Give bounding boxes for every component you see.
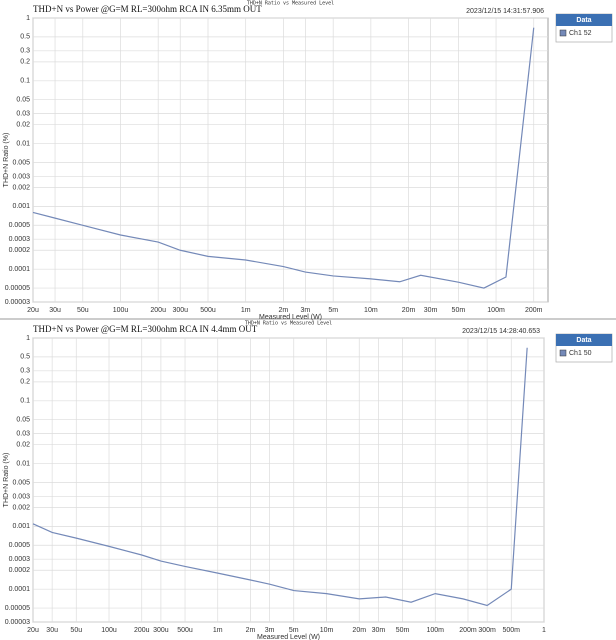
y-tick-label: 0.0003	[9, 236, 31, 243]
y-axis-label: THD+N Ratio (%)	[3, 133, 10, 188]
y-tick-label: 0.3	[20, 368, 30, 375]
legend-swatch	[559, 29, 567, 37]
y-tick-label: 0.5	[20, 34, 30, 41]
x-tick-label: 500m	[503, 627, 521, 634]
x-tick-label: 100m	[426, 627, 444, 634]
x-tick-label: 10m	[320, 627, 334, 634]
x-tick-label: 300u	[172, 307, 188, 314]
x-tick-label: 300m	[478, 627, 496, 634]
x-tick-label: 1m	[213, 627, 223, 634]
x-tick-label: 5m	[289, 627, 299, 634]
x-tick-label: 20m	[402, 307, 416, 314]
chart-subtitle: THD+N Ratio vs Measured Level	[245, 321, 332, 327]
x-tick-label: 50m	[452, 307, 466, 314]
y-tick-label: 0.3	[20, 48, 30, 55]
y-tick-label: 0.1	[20, 78, 30, 85]
x-tick-label: 20u	[27, 627, 39, 634]
x-tick-label: 1m	[241, 307, 251, 314]
y-tick-label: 0.00003	[5, 619, 30, 626]
y-tick-label: 0.005	[12, 159, 30, 166]
y-tick-label: 0.0001	[9, 266, 31, 273]
y-tick-label: 0.0001	[9, 586, 31, 593]
legend-header	[556, 14, 612, 26]
x-tick-label: 5m	[328, 307, 338, 314]
legend-swatch	[559, 349, 567, 357]
x-tick-label: 100u	[113, 307, 129, 314]
y-tick-label: 0.2	[20, 379, 30, 386]
x-tick-label: 500u	[200, 307, 216, 314]
y-tick-label: 1	[26, 15, 30, 22]
y-tick-label: 0.1	[20, 398, 30, 405]
x-tick-label: 20u	[27, 307, 39, 314]
y-tick-label: 0.001	[12, 523, 30, 530]
x-tick-label: 3m	[265, 627, 275, 634]
x-tick-label: 30u	[49, 307, 61, 314]
y-tick-label: 0.01	[16, 460, 30, 467]
legend-header	[556, 334, 612, 346]
y-tick-label: 0.005	[12, 479, 30, 486]
timestamp: 2023/12/15 14:31:57.906	[466, 8, 544, 15]
data-line	[32, 347, 528, 607]
y-tick-label: 0.00003	[5, 299, 30, 306]
y-tick-label: 0.01	[16, 140, 30, 147]
x-tick-label: 20m	[352, 627, 366, 634]
data-line	[32, 27, 535, 289]
x-axis-label: Measured Level (W)	[259, 314, 322, 321]
x-tick-label: 500u	[177, 627, 193, 634]
x-tick-label: 200u	[134, 627, 150, 634]
x-tick-label: 1	[542, 627, 546, 634]
x-tick-label: 200m	[525, 307, 543, 314]
chart-title: THD+N vs Power @G=M RL=300ohm RCA IN 4.4…	[33, 324, 258, 334]
y-axis-label: THD+N Ratio (%)	[3, 453, 10, 508]
x-tick-label: 30u	[46, 627, 58, 634]
y-tick-label: 0.0002	[9, 247, 31, 254]
y-tick-label: 0.0005	[9, 222, 31, 229]
y-tick-label: 0.2	[20, 59, 30, 66]
x-tick-label: 50u	[77, 307, 89, 314]
y-tick-label: 0.002	[12, 184, 30, 191]
x-tick-label: 10m	[364, 307, 378, 314]
y-tick-label: 0.05	[16, 97, 30, 104]
x-tick-label: 30m	[372, 627, 386, 634]
x-tick-label: 200m	[459, 627, 477, 634]
legend-label: Ch1 50	[569, 350, 592, 357]
y-tick-label: 0.0003	[9, 556, 31, 563]
plot-area	[32, 337, 545, 623]
plot-area	[32, 17, 549, 303]
y-tick-label: 0.00005	[5, 605, 30, 612]
x-tick-label: 30m	[424, 307, 438, 314]
y-tick-label: 0.0002	[9, 567, 31, 574]
x-tick-label: 50u	[70, 627, 82, 634]
y-tick-label: 1	[26, 335, 30, 342]
y-tick-label: 0.00005	[5, 285, 30, 292]
y-tick-label: 0.002	[12, 504, 30, 511]
y-tick-label: 0.001	[12, 203, 30, 210]
legend-title: Data	[576, 17, 591, 24]
y-tick-label: 0.05	[16, 417, 30, 424]
x-axis-label: Measured Level (W)	[257, 634, 320, 640]
legend-title: Data	[576, 337, 591, 344]
x-tick-label: 300u	[153, 627, 169, 634]
y-tick-label: 0.03	[16, 430, 30, 437]
x-tick-label: 2m	[279, 307, 289, 314]
y-tick-label: 0.03	[16, 110, 30, 117]
legend-label: Ch1 52	[569, 30, 592, 37]
x-tick-label: 2m	[246, 627, 256, 634]
x-tick-label: 100u	[101, 627, 117, 634]
y-tick-label: 0.02	[16, 442, 30, 449]
y-tick-label: 0.003	[12, 493, 30, 500]
x-tick-label: 200u	[150, 307, 166, 314]
y-tick-label: 0.0005	[9, 542, 31, 549]
timestamp: 2023/12/15 14:28:40.653	[462, 328, 540, 335]
y-tick-label: 0.02	[16, 122, 30, 129]
x-tick-label: 50m	[396, 627, 410, 634]
chart-subtitle: THD+N Ratio vs Measured Level	[247, 1, 334, 7]
y-tick-label: 0.5	[20, 354, 30, 361]
chart-title: THD+N vs Power @G=M RL=300ohm RCA IN 6.3…	[33, 4, 262, 14]
x-tick-label: 3m	[301, 307, 311, 314]
x-tick-label: 100m	[487, 307, 505, 314]
y-tick-label: 0.003	[12, 173, 30, 180]
